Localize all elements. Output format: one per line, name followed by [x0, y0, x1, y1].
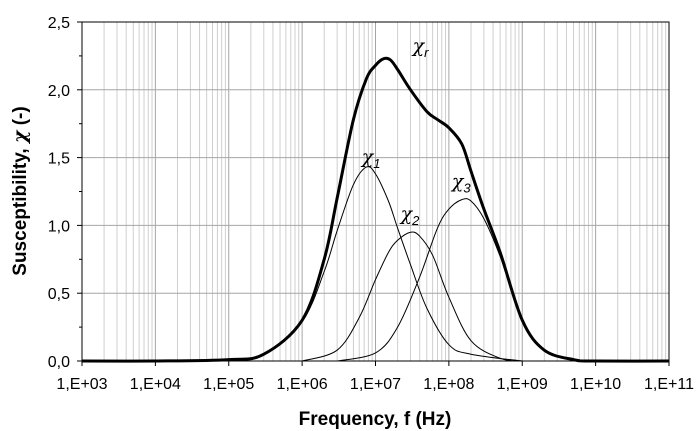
series-label-2: χ2: [399, 203, 421, 228]
x-tick-label: 1,E+03: [56, 376, 107, 393]
y-tick-label: 2,0: [48, 83, 70, 100]
y-axis-title-symbol: χ: [9, 129, 31, 145]
series-label-symbol: χ: [360, 146, 375, 168]
y-tick-label: 0,5: [48, 286, 70, 303]
series-label-symbol: χ: [450, 170, 465, 192]
y-axis-title: Susceptibility, χ (-): [9, 106, 31, 275]
series-line-r: [81, 56, 670, 363]
x-tick-label: 1,E+10: [570, 376, 621, 393]
x-tick-label: 1,E+07: [350, 376, 401, 393]
series-label-3: χ3: [450, 170, 472, 195]
series-label-symbol: χ: [411, 35, 426, 57]
x-axis-title: Frequency, f (Hz): [299, 409, 452, 430]
series-line-2: [301, 231, 523, 362]
x-tick-label: 1,E+08: [423, 376, 474, 393]
series-label-subscript: 2: [411, 213, 420, 228]
y-tick-label: 1,0: [48, 218, 70, 235]
x-tick-label: 1,E+04: [130, 376, 181, 393]
series-lines: [81, 56, 670, 363]
grid-lines: [81, 22, 669, 361]
x-tick-label: 1,E+09: [497, 376, 548, 393]
y-axis-title-text: Susceptibility,: [10, 143, 31, 276]
series-label-subscript: 1: [373, 156, 380, 171]
y-tick-label: 1,5: [48, 151, 70, 168]
axis-ticks: [77, 21, 670, 366]
series-label-1: χ1: [360, 146, 381, 171]
y-tick-label: 2,5: [48, 15, 70, 32]
series-label-r: χr: [411, 35, 430, 60]
tick-labels: 1,E+03 1,E+04 1,E+05 1,E+06 1,E+07 1,E+08 1,E+…: [48, 15, 694, 393]
series-label-subscript: 3: [463, 180, 471, 195]
x-tick-label: 1,E+06: [277, 376, 328, 393]
x-tick-label: 1,E+11: [644, 376, 694, 393]
series-label-subscript: r: [424, 45, 429, 60]
y-axis-title-unit: (-): [10, 106, 31, 130]
y-tick-label: 0,0: [48, 354, 70, 371]
x-tick-label: 1,E+05: [203, 376, 254, 393]
series-label-symbol: χ: [399, 203, 414, 225]
